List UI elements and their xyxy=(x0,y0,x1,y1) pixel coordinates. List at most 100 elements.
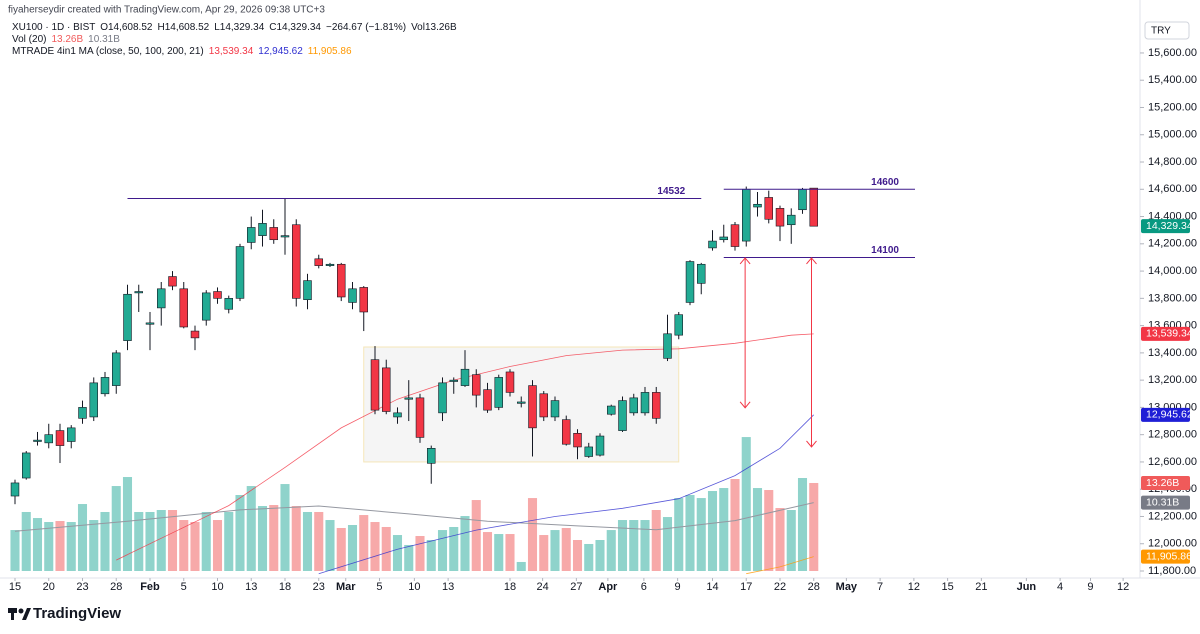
volume-bar xyxy=(347,525,358,571)
brand-logo xyxy=(8,608,31,620)
volume-bar xyxy=(505,534,515,571)
volume-bar xyxy=(44,522,54,571)
x-tick-label: 24 xyxy=(536,581,548,593)
candle-body xyxy=(652,392,661,419)
candle-body xyxy=(764,197,773,220)
candle-body xyxy=(719,236,728,241)
volume-bar xyxy=(494,534,504,571)
currency-box[interactable] xyxy=(1144,21,1190,40)
x-tick-label: 22 xyxy=(774,581,786,593)
volume-bar xyxy=(89,520,99,571)
volume-ma-line xyxy=(14,502,814,532)
x-tick-label: Feb xyxy=(140,581,160,593)
volume-bar xyxy=(302,511,313,571)
vol-key: Vol xyxy=(411,22,425,33)
candle-body xyxy=(494,377,503,408)
candle-body xyxy=(427,448,436,464)
price-tag-label: 10.31B xyxy=(1146,496,1179,508)
study-value: 13,539.34 xyxy=(209,46,254,57)
candle-body xyxy=(280,235,290,238)
arrow-head xyxy=(806,257,817,448)
candle-body xyxy=(629,397,638,414)
candle-body xyxy=(190,330,200,339)
legend-volume: Vol (20) 13.26B 10.31B xyxy=(12,34,120,45)
volume-bar xyxy=(269,505,279,571)
ohlc-value: 14,608.52 xyxy=(108,22,153,33)
candle-body xyxy=(314,258,323,266)
candle-body xyxy=(674,314,683,336)
y-tick-label: 15,000.00 xyxy=(1148,129,1197,141)
candle-body xyxy=(685,261,695,303)
volume-bar xyxy=(696,498,706,571)
x-tick-label: 28 xyxy=(808,581,820,593)
x-tick-label: 7 xyxy=(877,581,883,593)
volume-bar xyxy=(640,520,650,571)
volume-bar xyxy=(809,482,819,571)
y-tick-label: 15,400.00 xyxy=(1148,74,1197,86)
credit: fiyaherseydir created with TradingView.c… xyxy=(8,5,325,16)
volume-bar xyxy=(404,544,414,571)
x-tick-label: 9 xyxy=(1087,581,1093,593)
volume-bar xyxy=(55,521,65,571)
candle-body xyxy=(550,400,560,418)
study-value: 13.26B xyxy=(51,34,83,45)
y-tick-label: 12,800.00 xyxy=(1148,429,1197,441)
currency: TRY xyxy=(1151,26,1171,37)
price-tag xyxy=(1141,549,1190,564)
candle-body xyxy=(663,333,672,359)
volume-bar xyxy=(21,511,31,571)
volume-bar xyxy=(179,520,189,571)
candle-body xyxy=(505,371,515,393)
candle-body xyxy=(123,293,132,341)
candle-body xyxy=(595,435,605,456)
price-tag xyxy=(1141,326,1190,341)
candle-body xyxy=(10,482,20,497)
volume-bar xyxy=(786,510,796,571)
y-tick-label: 14,800.00 xyxy=(1148,156,1197,168)
candle-body xyxy=(742,188,751,242)
candle-body xyxy=(753,203,762,208)
candle-body xyxy=(100,377,110,395)
candle-body xyxy=(798,188,807,211)
volume-bar xyxy=(460,516,470,571)
candle-body xyxy=(460,368,470,386)
candle-body xyxy=(55,430,65,446)
candle-body xyxy=(787,214,796,226)
candle-body xyxy=(348,288,357,303)
y-tick-label: 14,000.00 xyxy=(1148,265,1197,277)
x-tick-label: 15 xyxy=(9,581,21,593)
volume-bar xyxy=(392,535,403,571)
candle-body xyxy=(78,407,87,419)
candle-body xyxy=(697,263,706,284)
volume-bar xyxy=(426,540,436,571)
volume-bar xyxy=(741,437,751,571)
study-value: 10.31B xyxy=(88,34,120,45)
x-tick-label: 20 xyxy=(43,581,55,593)
volume-bar xyxy=(134,511,144,571)
candle-body xyxy=(157,288,166,309)
volume-bar xyxy=(415,536,425,571)
volume-bar xyxy=(381,526,391,571)
study-name: Vol (20) xyxy=(12,34,46,45)
candle-body xyxy=(370,359,380,411)
candle-body xyxy=(325,263,335,266)
x-tick-label: 18 xyxy=(279,581,291,593)
y-tick-label: 14,200.00 xyxy=(1148,238,1197,250)
candle-body xyxy=(67,427,76,442)
candle-body xyxy=(393,412,402,418)
candle-body xyxy=(438,382,447,414)
x-tick-label: 6 xyxy=(641,581,647,593)
y-tick-label: 12,600.00 xyxy=(1148,456,1197,468)
x-tick-label: 4 xyxy=(1057,581,1063,593)
x-tick-label: 12 xyxy=(908,581,920,593)
change: −264.67 (−1.81%) xyxy=(326,22,406,33)
vol-value: 13.26B xyxy=(425,22,457,33)
candle-body xyxy=(168,276,177,287)
candle-body xyxy=(775,208,785,227)
candle-body xyxy=(449,379,458,382)
price-tag-label: 12,945.62 xyxy=(1146,409,1193,421)
ohlc-value: 14,608.52 xyxy=(165,22,210,33)
volume-bar xyxy=(167,510,178,571)
x-tick-label: Apr xyxy=(598,581,618,593)
